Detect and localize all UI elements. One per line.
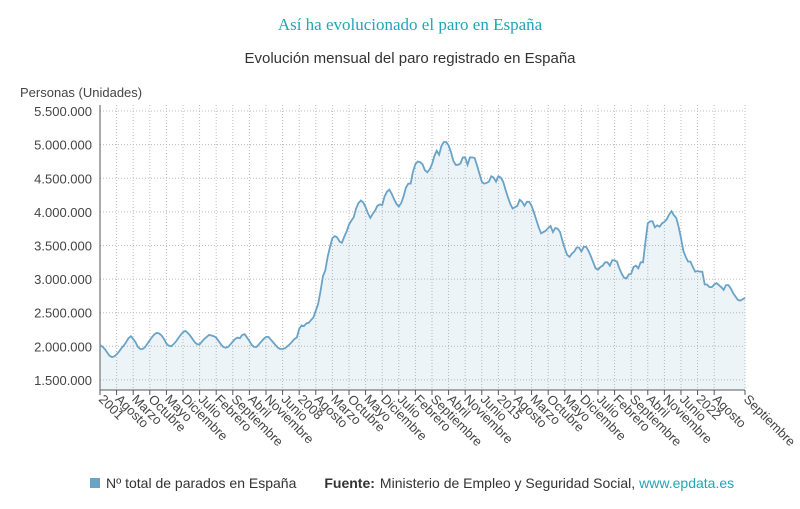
chart-subtitle: Evolución mensual del paro registrado en… [244,50,576,67]
y-axis-title: Personas (Unidades) [20,85,142,100]
y-tick-label: 2.000.000 [34,339,92,354]
y-tick-label: 2.500.000 [34,306,92,321]
legend-swatch [90,478,100,488]
y-tick-label: 3.000.000 [34,272,92,287]
footer: Nº total de parados en España Fuente: Mi… [90,475,734,491]
line-series [99,141,746,359]
y-tick-label: 5.500.000 [34,104,92,119]
x-tick-label: Septiembre [741,392,799,450]
area-fill [100,141,745,390]
source-label: Fuente: [324,475,375,491]
chart-title: Así ha evolucionado el paro en España [278,15,543,34]
source-link[interactable]: www.epdata.es [639,475,735,491]
y-tick-label: 1.500.000 [34,373,92,388]
y-tick-label: 3.500.000 [34,238,92,253]
y-tick-label: 4.000.000 [34,205,92,220]
y-tick-label: 4.500.000 [34,171,92,186]
source-text: Ministerio de Empleo y Seguridad Social, [379,475,636,491]
y-tick-label: 5.000.000 [34,138,92,153]
legend-label: Nº total de parados en España [106,475,297,491]
